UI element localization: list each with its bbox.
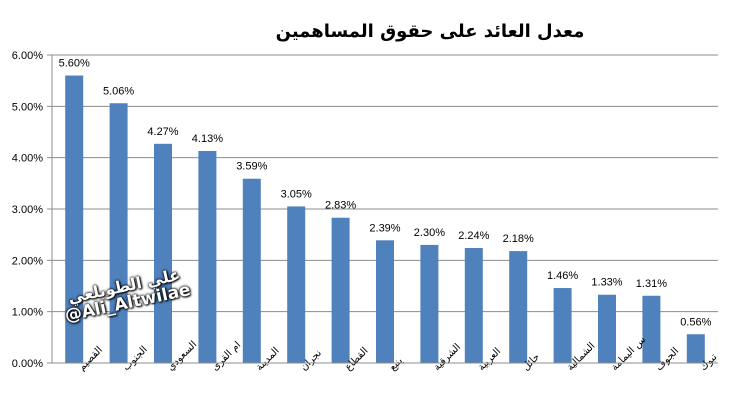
chart-title: معدل العائد على حقوق المساهمين [276, 21, 585, 42]
y-tick-label: 4.00% [12, 153, 43, 165]
bar [65, 75, 84, 364]
bar [198, 150, 217, 363]
data-labels: 5.60% 5.06% 4.27% 4.13% 3.59% 3.05% 2.83% 2.39%… [59, 58, 712, 329]
data-label: 2.39% [369, 222, 400, 234]
y-tick-label: 5.00% [12, 101, 43, 113]
bar [464, 248, 483, 363]
y-tick-label: 2.00% [12, 255, 43, 267]
x-axis-ticks: القصيم الجنوب السعودي ام القرى المدينة نجران ا… [77, 334, 720, 373]
data-label: 3.05% [281, 188, 312, 200]
data-label: 5.06% [103, 85, 134, 97]
data-label: 4.27% [147, 126, 178, 138]
data-label: 0.56% [680, 316, 711, 328]
bar [686, 334, 705, 363]
data-label: 1.31% [636, 278, 667, 290]
data-label: 2.18% [503, 233, 534, 245]
axes [51, 55, 718, 364]
y-axis-ticks: 0.00% 1.00% 2.00% 3.00% 4.00% 5.00% 6.00% [12, 50, 52, 370]
y-tick-label: 0.00% [12, 358, 43, 370]
bar [509, 251, 528, 363]
bar [109, 103, 128, 364]
data-label: 2.83% [325, 200, 356, 212]
bar [598, 294, 616, 363]
data-label: 2.24% [458, 230, 489, 242]
data-label: 2.30% [414, 227, 445, 239]
y-tick-label: 1.00% [12, 307, 43, 319]
data-label: 5.60% [59, 58, 90, 70]
y-tick-label: 3.00% [12, 204, 43, 216]
data-label: 1.46% [547, 270, 578, 282]
bar [242, 178, 261, 363]
data-label: 1.33% [591, 277, 622, 289]
bar [154, 143, 172, 363]
bar [420, 244, 439, 363]
bars [65, 75, 705, 364]
data-label: 3.59% [236, 161, 267, 173]
bar [642, 295, 661, 363]
bar [331, 217, 350, 363]
bar [287, 206, 306, 363]
bar [553, 288, 572, 363]
y-tick-label: 6.00% [12, 50, 43, 62]
bar [376, 240, 394, 363]
data-label: 4.13% [192, 133, 223, 145]
